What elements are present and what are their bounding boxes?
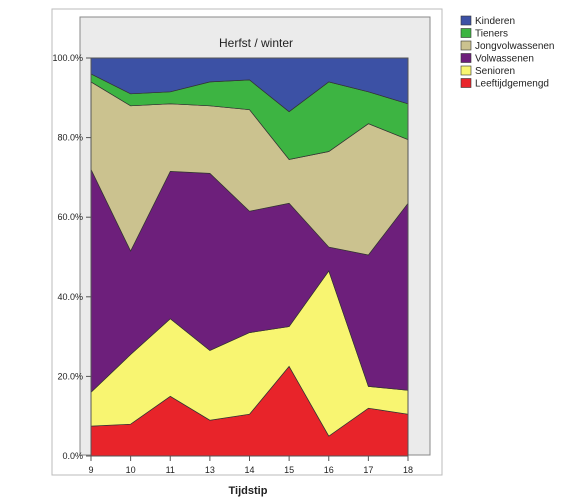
legend-swatch (460, 78, 472, 88)
y-tick-label: 100.0% (52, 53, 83, 63)
panel-title: Herfst / winter (219, 36, 293, 50)
x-tick-label: 11 (166, 465, 175, 475)
y-tick-label: 20.0% (57, 371, 83, 381)
legend-label: Volwassenen (475, 54, 534, 65)
x-tick-label: 17 (363, 465, 373, 475)
x-tick-label: 14 (244, 465, 254, 475)
y-tick-label: 0.0% (62, 451, 83, 461)
legend-label: Tieners (475, 29, 508, 40)
x-axis: 9 10 11 13 14 15 16 17 18 (88, 456, 413, 475)
x-axis-title: Tijdstip (229, 485, 268, 497)
y-tick-label: 80.0% (57, 133, 83, 143)
x-tick-label: 13 (205, 465, 215, 475)
legend-label: Leeftijdgemengd (475, 79, 549, 90)
y-axis: 0.0% 20.0% 40.0% 60.0% 80.0% 100.0% (52, 53, 91, 461)
legend-label: Jongvolwassenen (475, 41, 555, 52)
x-tick-label: 10 (126, 465, 136, 475)
legend-swatch (460, 40, 472, 51)
x-tick-label: 9 (88, 465, 93, 475)
x-tick-label: 16 (324, 465, 334, 475)
x-tick-label: 15 (284, 465, 294, 475)
legend-swatch (460, 28, 472, 38)
y-tick-label: 40.0% (57, 292, 83, 302)
y-tick-label: 60.0% (57, 212, 83, 222)
legend-label: Kinderen (475, 16, 515, 27)
legend-swatch (460, 65, 472, 76)
x-tick-label: 18 (403, 465, 413, 475)
legend-swatch (460, 53, 472, 63)
areas-layer (90, 57, 409, 457)
legend-label: Senioren (475, 66, 515, 77)
legend-swatch (460, 15, 472, 26)
chart-frame (51, 8, 443, 476)
